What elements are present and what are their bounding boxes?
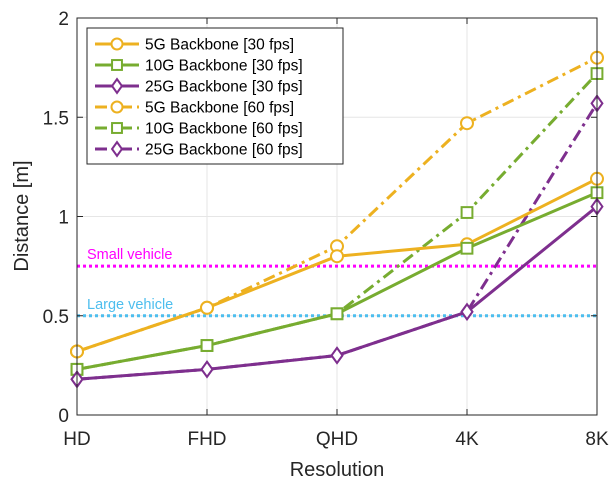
legend-label: 25G Backbone [30 fps]: [145, 79, 303, 96]
axis-ticks: 0 0.5 1 1.5 2 HD FHD QHD 4K 8K: [43, 9, 609, 450]
legend-item: 25G Backbone [60 fps]: [95, 140, 303, 159]
data-point-diamond: [110, 77, 124, 95]
series-layer: [70, 50, 604, 389]
x-tick-label: QHD: [316, 429, 358, 450]
y-tick-label: 2: [58, 9, 69, 30]
y-axis-title: Distance [m]: [11, 160, 33, 271]
data-point-square: [111, 122, 123, 134]
data-point-diamond: [330, 346, 344, 365]
legend-item: 10G Backbone [60 fps]: [95, 121, 303, 138]
data-point-circle: [200, 300, 214, 315]
legend-item: 5G Backbone [60 fps]: [95, 100, 294, 117]
reference-line-label: Small vehicle: [87, 247, 172, 263]
legend: 5G Backbone [30 fps] 10G Backbone [30 fps…: [86, 27, 344, 165]
y-tick-label: 1: [58, 208, 69, 229]
x-axis-title: Resolution: [290, 459, 385, 481]
data-point-circle: [110, 100, 124, 114]
legend-item: 10G Backbone [30 fps]: [95, 58, 303, 75]
reference-line-label: Large vehicle: [87, 297, 173, 313]
data-point-diamond: [200, 360, 214, 379]
x-tick-label: HD: [63, 429, 90, 450]
legend-label: 10G Backbone [30 fps]: [145, 58, 303, 75]
data-point-circle: [110, 37, 124, 51]
data-point-square: [460, 241, 474, 255]
legend-label: 5G Backbone [30 fps]: [145, 37, 294, 54]
data-point-square: [111, 59, 123, 71]
legend-item: 5G Backbone [30 fps]: [95, 37, 294, 54]
legend-box: [86, 27, 344, 165]
y-tick-label: 0.5: [43, 307, 69, 328]
data-point-square: [200, 339, 214, 352]
x-tick-label: FHD: [187, 429, 226, 450]
data-point-circle: [330, 249, 344, 264]
x-tick-label: 4K: [455, 429, 479, 450]
data-point-circle: [460, 116, 474, 131]
data-point-diamond: [460, 302, 474, 321]
series-line: [76, 72, 599, 371]
legend-label: 10G Backbone [60 fps]: [145, 121, 303, 138]
data-point-square: [330, 307, 344, 321]
legend-label: 25G Backbone [60 fps]: [145, 142, 303, 159]
x-tick-label: 8K: [585, 429, 609, 450]
y-tick-label: 0: [58, 406, 69, 427]
data-point-square: [460, 206, 474, 219]
data-point-diamond: [110, 140, 124, 158]
y-tick-label: 1.5: [43, 108, 69, 129]
legend-item: 25G Backbone [30 fps]: [95, 77, 303, 96]
legend-label: 5G Backbone [60 fps]: [145, 100, 294, 117]
